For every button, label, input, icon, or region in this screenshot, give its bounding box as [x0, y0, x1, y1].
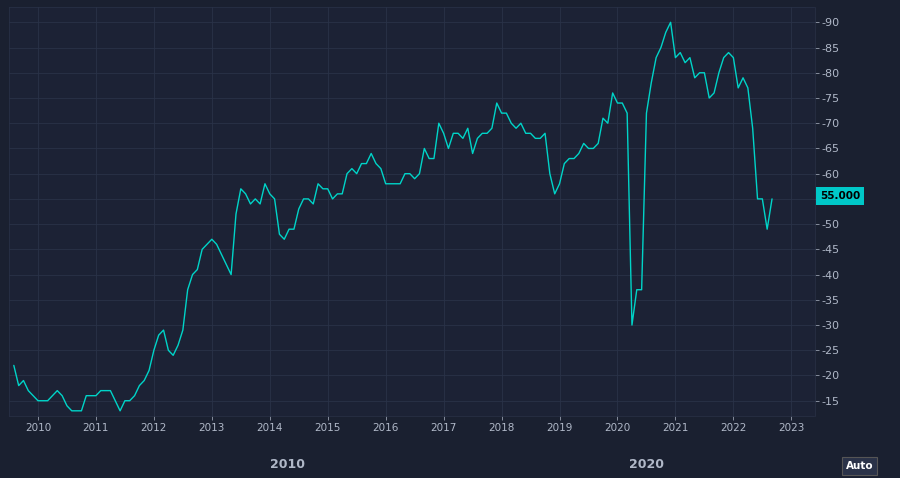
Text: 2010: 2010 [270, 458, 305, 471]
Text: Auto: Auto [846, 461, 873, 471]
Text: 2020: 2020 [629, 458, 664, 471]
Text: 55.000: 55.000 [820, 191, 860, 201]
